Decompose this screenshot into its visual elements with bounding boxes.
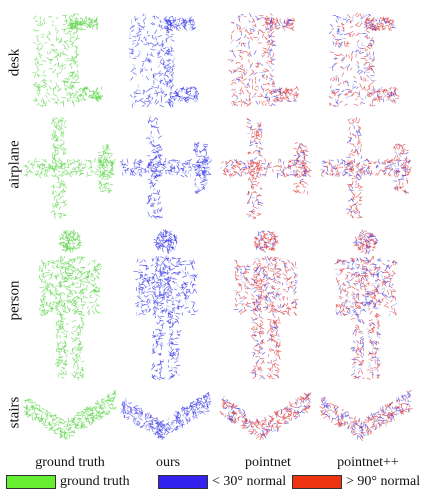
- point-cloud-stairs-pointnet-plus-plus: [319, 389, 413, 442]
- point-cloud-person-ours: [133, 229, 199, 381]
- legend-swatch-over-90: [292, 475, 342, 489]
- legend-label-over-90: > 90° normal: [346, 474, 421, 489]
- row-label-desk: desk: [6, 48, 23, 76]
- point-cloud-airplane-ground-truth: [23, 116, 116, 220]
- point-cloud-airplane-pointnet: [220, 117, 312, 220]
- legend-swatch-under-30: [158, 475, 208, 489]
- column-label-pointnet-plus-plus: pointnet++: [337, 455, 399, 470]
- legend-label-under-30: < 30° normal: [212, 474, 287, 489]
- legend-swatch-ground-truth: [6, 475, 56, 489]
- point-cloud-stairs-ours: [120, 391, 212, 441]
- point-cloud-desk-ours: [128, 13, 200, 108]
- point-cloud-person-ground-truth: [38, 229, 102, 381]
- legend-item-over-90: > 90° normal: [292, 474, 420, 490]
- legend-label-ground-truth: ground truth: [60, 474, 130, 489]
- row-label-airplane: airplane: [6, 140, 23, 189]
- point-cloud-stairs-ground-truth: [22, 389, 117, 441]
- legend: ground truth < 30° normal > 90° normal: [0, 474, 424, 494]
- legend-item-ground-truth: ground truth: [6, 474, 130, 490]
- point-cloud-stairs-pointnet: [219, 392, 312, 441]
- column-label-ours: ours: [155, 455, 181, 470]
- point-cloud-desk-pointnet-plus-plus: [328, 12, 400, 108]
- point-cloud-person-pointnet-plus-plus: [334, 229, 398, 380]
- column-label-pointnet: pointnet: [245, 455, 291, 470]
- column-label-ground-truth: ground truth: [35, 455, 105, 470]
- point-cloud-airplane-pointnet-plus-plus: [319, 116, 412, 219]
- point-cloud-airplane-ours: [119, 116, 212, 220]
- row-label-person: person: [6, 280, 23, 320]
- point-cloud-person-pointnet: [233, 229, 299, 380]
- row-label-stairs: stairs: [6, 396, 23, 428]
- point-cloud-desk-ground-truth: [32, 12, 104, 108]
- point-cloud-desk-pointnet: [227, 12, 300, 107]
- legend-item-under-30: < 30° normal: [158, 474, 286, 490]
